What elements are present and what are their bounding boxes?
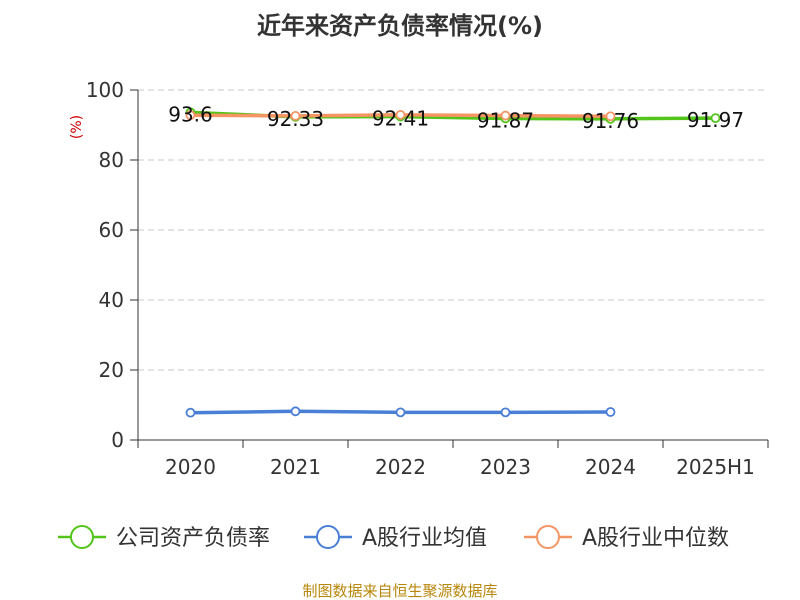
data-label: 91.97 xyxy=(687,108,744,132)
data-point[interactable] xyxy=(290,406,301,417)
x-tick-label: 2023 xyxy=(480,455,531,479)
legend-label: A股行业中位数 xyxy=(582,526,729,551)
chart-title: 近年来资产负债率情况(%) xyxy=(257,12,543,40)
data-point[interactable] xyxy=(185,407,196,418)
y-tick-label: 80 xyxy=(99,148,124,172)
legend-label: 公司资产负债率 xyxy=(116,526,270,551)
y-tick-label: 60 xyxy=(99,218,124,242)
legend-marker xyxy=(536,525,560,549)
axes: 0 20 40 60 80 100 2020 2021 2022 2023 2024 2025H1 xyxy=(86,78,769,479)
data-point[interactable] xyxy=(395,109,406,120)
x-tick-label: 2020 xyxy=(165,455,216,479)
data-point[interactable] xyxy=(395,407,406,418)
data-label: 92.33 xyxy=(267,107,324,131)
series-layer xyxy=(185,107,721,418)
x-tick-label: 2021 xyxy=(270,455,321,479)
data-point[interactable] xyxy=(500,110,511,121)
x-tick-label: 2024 xyxy=(585,455,636,479)
series-1 xyxy=(185,406,616,418)
legend[interactable]: 公司资产负债率 A股行业均值 A股行业中位数 xyxy=(58,525,729,551)
data-point[interactable] xyxy=(185,110,196,121)
y-axis-label: (%) xyxy=(69,115,85,139)
y-tick-label: 40 xyxy=(99,288,124,312)
data-point[interactable] xyxy=(710,113,721,124)
legend-marker xyxy=(70,525,94,549)
legend-item-0[interactable]: 公司资产负债率 xyxy=(58,525,270,551)
grid xyxy=(138,89,768,371)
legend-label: A股行业均值 xyxy=(362,526,487,551)
source-note: 制图数据来自恒生聚源数据库 xyxy=(302,582,497,600)
data-point[interactable] xyxy=(290,111,301,121)
legend-item-1[interactable]: A股行业均值 xyxy=(304,525,487,551)
legend-marker xyxy=(316,525,340,549)
series-2 xyxy=(185,109,616,122)
y-tick-label: 20 xyxy=(99,358,124,382)
data-label: 91.76 xyxy=(582,109,639,133)
data-labels: 93.6 92.33 92.41 91.87 91.76 91.97 xyxy=(168,102,744,132)
x-tick-label: 2022 xyxy=(375,455,426,479)
data-label: 92.41 xyxy=(372,107,429,131)
data-label: 91.87 xyxy=(477,108,534,132)
y-tick-label: 100 xyxy=(86,78,124,102)
data-label: 93.6 xyxy=(168,102,213,126)
y-tick-label: 0 xyxy=(111,428,124,452)
data-point[interactable] xyxy=(500,407,511,418)
data-point[interactable] xyxy=(605,111,616,122)
data-point[interactable] xyxy=(605,407,616,417)
x-tick-label: 2025H1 xyxy=(676,455,755,479)
legend-item-2[interactable]: A股行业中位数 xyxy=(524,525,729,551)
